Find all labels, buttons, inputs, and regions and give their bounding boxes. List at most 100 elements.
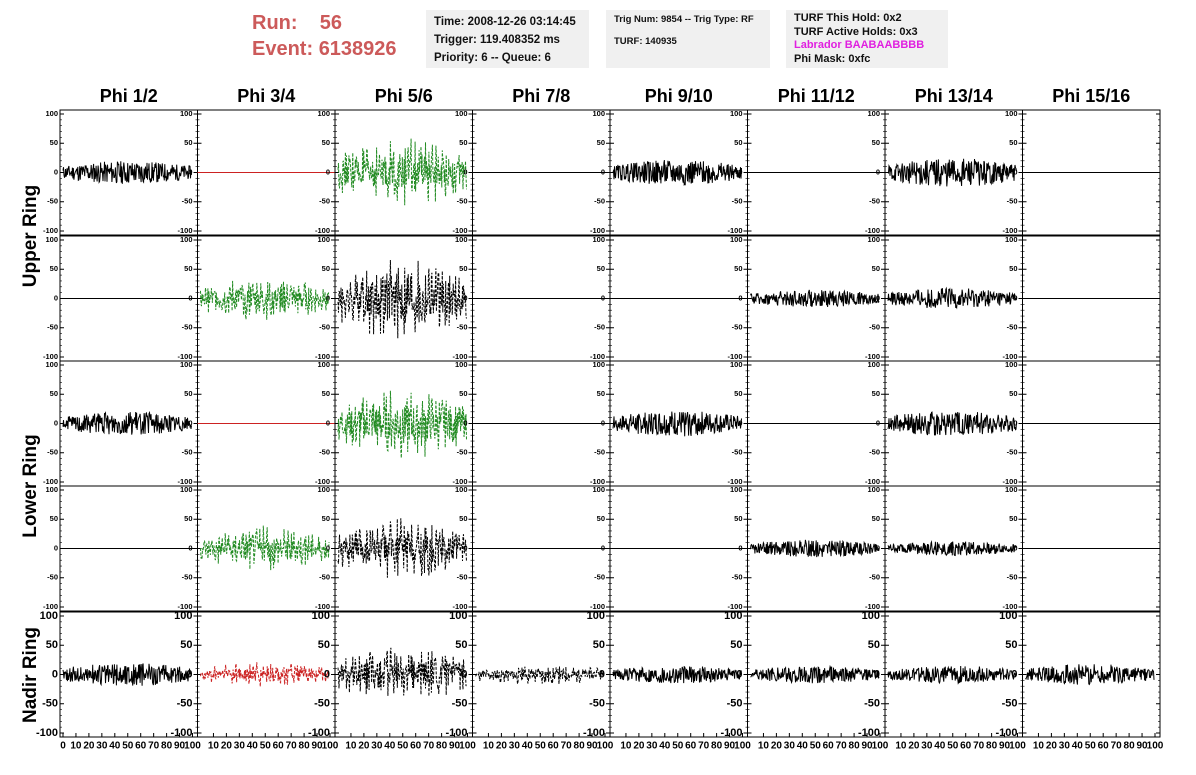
y-tick-label: -50 — [589, 698, 605, 710]
y-tick-label: 100 — [45, 109, 58, 118]
y-tick-label: 0 — [601, 543, 605, 552]
y-tick-label: 100 — [317, 109, 330, 118]
y-tick-label: 0 — [1013, 293, 1017, 302]
y-tick-label: 0 — [188, 293, 192, 302]
y-tick-label: -100 — [727, 226, 742, 235]
y-tick-label: -100 — [727, 352, 742, 361]
x-tick-label: 40 — [1072, 741, 1084, 752]
trigger-line: Trigger: 119.408352 ms — [434, 34, 560, 46]
y-tick-label: -50 — [869, 323, 880, 332]
y-tick-label: -50 — [182, 323, 193, 332]
y-tick-label: 0 — [601, 167, 605, 176]
x-tick-label: 80 — [299, 741, 311, 752]
y-tick-label: 50 — [872, 514, 880, 523]
panel-r0-c5 — [747, 109, 886, 236]
panel-r4-c5 — [747, 611, 886, 738]
x-tick-label: 80 — [161, 741, 173, 752]
y-tick-label: 50 — [46, 639, 58, 651]
y-tick-label: 0 — [326, 167, 330, 176]
y-tick-label: -50 — [1007, 323, 1018, 332]
y-tick-label: 100 — [730, 485, 743, 494]
y-tick-label: -100 — [452, 352, 467, 361]
y-tick-label: -100 — [177, 477, 192, 486]
y-tick-label: 100 — [1005, 109, 1018, 118]
y-tick-label: -100 — [590, 602, 605, 611]
panel-r4-c3 — [472, 611, 611, 738]
trace-r0-c4 — [612, 160, 742, 187]
x-tick-label: 40 — [797, 741, 809, 752]
x-tick-label: 30 — [509, 741, 521, 752]
column-header-7: Phi 13/14 — [914, 86, 993, 106]
time-info-box: Time: 2008-12-26 03:14:45 Trigger: 119.4… — [426, 10, 589, 68]
y-tick-label: 100 — [45, 360, 58, 369]
y-tick-label: -100 — [36, 727, 58, 739]
y-tick-label: 100 — [312, 610, 330, 622]
y-tick-label: 100 — [862, 610, 880, 622]
panel-r4-c7 — [1022, 611, 1161, 738]
x-tick-label: 40 — [384, 741, 396, 752]
y-tick-label: -50 — [1007, 573, 1018, 582]
panel-r3-c6 — [884, 485, 1023, 612]
column-header-4: Phi 7/8 — [512, 86, 571, 106]
panel-r4-c4 — [609, 611, 748, 738]
y-tick-label: 0 — [876, 418, 880, 427]
y-tick-label: 100 — [730, 109, 743, 118]
y-tick-label: 0 — [463, 167, 467, 176]
y-tick-label: 50 — [734, 514, 742, 523]
y-tick-label: 0 — [876, 543, 880, 552]
y-tick-label: 0 — [601, 418, 605, 427]
x-tick-label: 10 — [620, 741, 632, 752]
y-tick-label: -100 — [1002, 352, 1017, 361]
y-tick-label: 100 — [1005, 360, 1018, 369]
y-tick-label: -50 — [457, 448, 468, 457]
y-tick-label: -100 — [865, 477, 880, 486]
y-tick-label: 0 — [1011, 668, 1017, 680]
y-tick-label: -100 — [452, 226, 467, 235]
y-tick-label: 100 — [724, 610, 742, 622]
x-tick-label: 80 — [711, 741, 723, 752]
x-tick-label: 20 — [908, 741, 920, 752]
y-tick-label: 50 — [872, 264, 880, 273]
y-tick-label: -100 — [177, 226, 192, 235]
y-tick-label: 0 — [188, 167, 192, 176]
x-tick-label: 10 — [483, 741, 495, 752]
x-tick-label: 90 — [999, 741, 1011, 752]
column-header-2: Phi 3/4 — [237, 86, 296, 106]
y-tick-label: -100 — [452, 477, 467, 486]
y-tick-label: -50 — [1002, 698, 1018, 710]
y-tick-label: 0 — [738, 418, 742, 427]
y-tick-label: 50 — [322, 389, 330, 398]
y-tick-label: -100 — [1002, 602, 1017, 611]
y-tick-label: -100 — [590, 477, 605, 486]
y-tick-label: -50 — [319, 197, 330, 206]
x-tick-label: 70 — [1111, 741, 1123, 752]
panel-r3-c4 — [609, 485, 748, 612]
y-tick-label: 100 — [40, 610, 58, 622]
y-tick-label: 0 — [326, 418, 330, 427]
panel-r2-c7 — [1022, 360, 1161, 487]
panel-r1-c0 — [59, 235, 198, 362]
trace-r4-c5 — [750, 664, 880, 685]
y-tick-label: 50 — [868, 639, 880, 651]
y-tick-label: -50 — [732, 448, 743, 457]
x-tick-label: 20 — [221, 741, 233, 752]
x-tick-label: 60 — [273, 741, 285, 752]
time-line: Time: 2008-12-26 03:14:45 — [434, 16, 576, 28]
y-tick-label: 50 — [734, 264, 742, 273]
y-tick-label: 50 — [872, 389, 880, 398]
y-tick-label: 50 — [597, 264, 605, 273]
panel-r0-c2 — [334, 109, 473, 236]
column-header-8: Phi 15/16 — [1052, 86, 1131, 106]
y-tick-label: -100 — [720, 727, 742, 739]
y-tick-label: 100 — [592, 235, 605, 244]
x-tick-label: 100 — [597, 741, 614, 752]
priority-line: Priority: 6 -- Queue: 6 — [434, 52, 551, 64]
y-tick-label: -50 — [1007, 197, 1018, 206]
y-tick-label: -100 — [452, 602, 467, 611]
panel-r4-c0 — [59, 611, 198, 738]
y-tick-label: -50 — [1007, 448, 1018, 457]
panel-r1-c4 — [609, 235, 748, 362]
trace-r3-c6 — [887, 540, 1017, 557]
y-tick-label: -50 — [47, 448, 58, 457]
x-tick-label: 40 — [109, 741, 121, 752]
